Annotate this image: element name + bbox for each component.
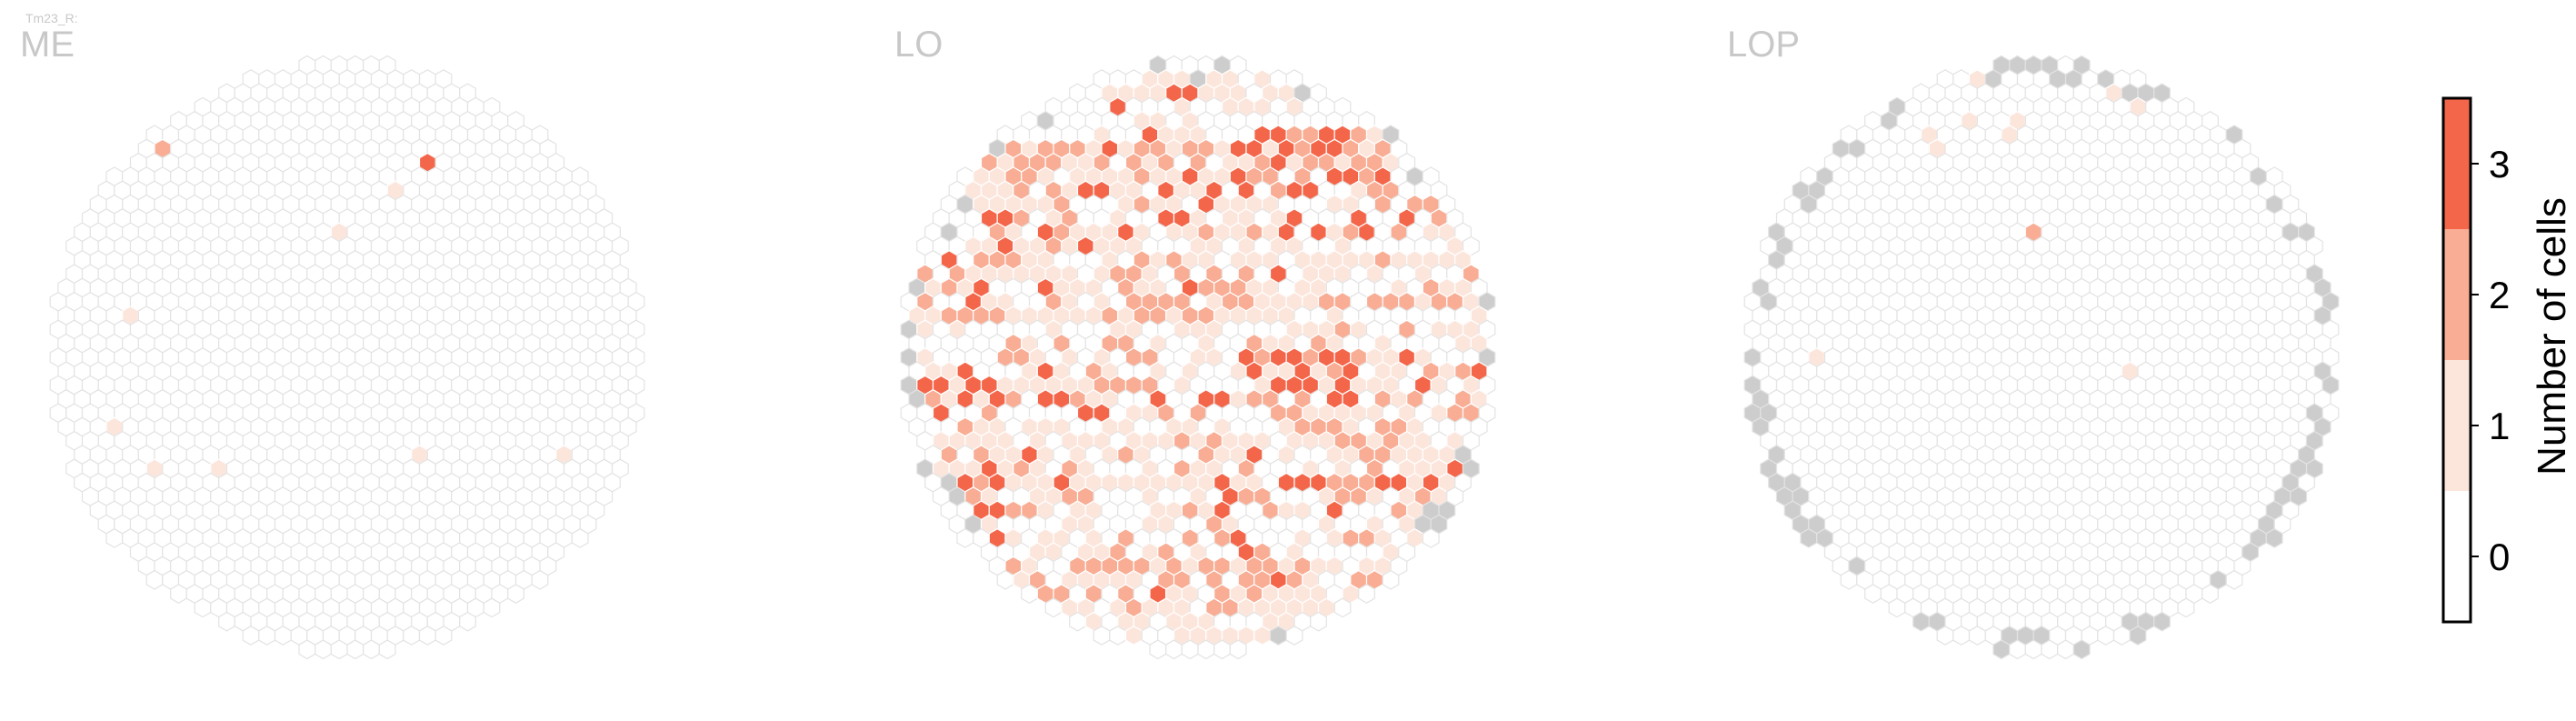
hex-cell	[2097, 626, 2115, 646]
hex-cell-no-data	[2153, 611, 2171, 632]
hex-cell	[1197, 639, 1215, 660]
panel-lo: LO	[894, 25, 1496, 660]
hex-cell	[1069, 611, 1086, 632]
hex-cell	[2024, 639, 2042, 660]
hex-cell-no-data	[1912, 611, 1930, 632]
hex-cell	[1181, 639, 1199, 660]
hex-cell	[2009, 639, 2026, 660]
hex-cell	[363, 639, 380, 660]
hex-cell	[996, 569, 1014, 590]
panel-title-me: ME	[20, 25, 75, 65]
colorbar-tick-label-2: 2	[2489, 274, 2510, 316]
hex-grid-lop	[1743, 55, 2340, 660]
colorbar-segment-1	[2443, 360, 2471, 491]
hex-cell	[105, 528, 124, 548]
hex-cell	[1864, 584, 1882, 604]
hex-cell	[298, 639, 316, 660]
cell-type-label: Tm23_R:	[25, 11, 78, 25]
hex-cell	[1124, 626, 1143, 646]
panel-title-lo: LO	[894, 25, 943, 65]
hex-cell	[1165, 639, 1183, 660]
hex-cell	[1044, 597, 1063, 618]
hex-cell-no-data	[2072, 639, 2091, 660]
hex-cell	[403, 626, 421, 646]
hex-cell	[2177, 597, 2195, 618]
hex-cell	[1358, 584, 1375, 604]
hex-cell	[346, 639, 364, 660]
hex-cell-no-data	[2129, 626, 2147, 646]
hex-cell	[2057, 639, 2074, 660]
colorbar-segment-0	[2443, 491, 2471, 622]
panel-lop: LOP	[1727, 25, 2340, 660]
hex-cell-no-data	[1800, 528, 1818, 548]
colorbar-segment-2	[2443, 229, 2471, 360]
colorbar-tick-label-1: 1	[2489, 405, 2510, 447]
hex-cell	[2041, 639, 2059, 660]
hex-cell	[571, 528, 589, 548]
colorbar-segment-3	[2443, 98, 2471, 229]
hex-cell	[1149, 639, 1167, 660]
hex-cell	[1093, 626, 1111, 646]
colorbar-tick-label-0: 0	[2489, 536, 2510, 578]
panel-title-lop: LOP	[1727, 25, 1800, 65]
hex-cell	[1422, 528, 1440, 548]
colorbar: Number of cells 0 1 2 3	[2441, 96, 2574, 624]
colorbar-tick-label-3: 3	[2489, 143, 2510, 185]
hex-cell	[434, 626, 453, 646]
hex-cell	[418, 626, 436, 646]
hex-cell	[1333, 597, 1352, 618]
hex-cell	[1888, 597, 1906, 618]
hex-cell	[218, 611, 235, 632]
hex-cell	[1109, 626, 1127, 646]
hex-cell	[1253, 626, 1272, 646]
hex-cell	[1213, 639, 1231, 660]
hex-cell	[1968, 626, 1986, 646]
hex-cell	[194, 597, 212, 618]
hex-cell	[459, 611, 476, 632]
hex-cell-no-data	[1269, 626, 1287, 646]
hex-cell	[956, 528, 974, 548]
hex-cell	[1952, 626, 1971, 646]
hex-cell	[242, 626, 260, 646]
hex-cell	[1285, 626, 1303, 646]
colorbar-frame	[2441, 96, 2472, 624]
hex-cell	[330, 639, 348, 660]
hex-cell	[1021, 584, 1038, 604]
hex-cell	[315, 639, 332, 660]
hex-cell	[1229, 639, 1247, 660]
hex-cell	[258, 626, 276, 646]
hex-cell-no-data	[2265, 528, 2283, 548]
hex-cell	[1310, 611, 1327, 632]
hex-cell	[170, 584, 187, 604]
hex-grid-me	[49, 55, 645, 660]
hex-cell	[1382, 569, 1400, 590]
hex-cell-no-data	[1992, 639, 2011, 660]
hex-cell	[2225, 569, 2243, 590]
hex-cell	[507, 584, 524, 604]
hex-cell	[1840, 569, 1858, 590]
hex-cell	[531, 569, 549, 590]
hex-cell	[145, 569, 164, 590]
hex-cell	[2112, 626, 2131, 646]
colorbar-title: Number of cells	[2530, 197, 2574, 476]
hex-cell	[1936, 626, 1954, 646]
panel-me: ME	[20, 25, 645, 660]
hex-cell	[378, 639, 396, 660]
hex-cell	[274, 626, 292, 646]
hex-cell	[483, 597, 501, 618]
hex-cell	[2202, 584, 2219, 604]
hex-grid-lo	[900, 55, 1496, 660]
